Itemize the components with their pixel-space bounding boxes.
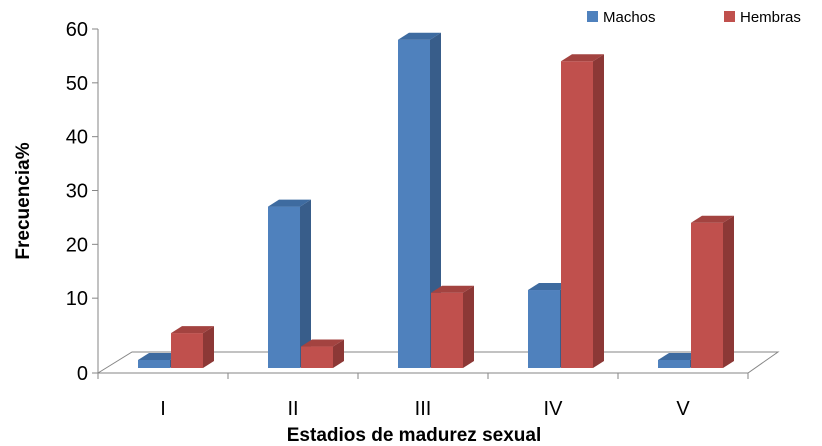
y-tick-label: 20 [66, 234, 88, 256]
bar-side [593, 54, 604, 368]
bar [398, 32, 441, 369]
bar-front [268, 206, 300, 368]
y-axis-title: Frecuencia% [13, 142, 34, 259]
bar-top [431, 285, 474, 293]
bar-side [333, 339, 344, 368]
legend-label: Hembras [740, 9, 801, 26]
bar-top [658, 353, 701, 360]
y-tick-label: 0 [77, 363, 88, 385]
chart-bars [138, 32, 734, 369]
bar-top [398, 32, 441, 40]
bar-top [528, 283, 571, 291]
bar-side [203, 326, 214, 368]
x-tick-label: II [287, 398, 298, 420]
bar-front [691, 222, 723, 368]
chart-axes [92, 28, 749, 379]
bar-side [723, 215, 734, 368]
bar [561, 54, 604, 368]
y-tick-label: 10 [66, 288, 88, 310]
bar-front [658, 360, 690, 368]
y-tick-label: 60 [66, 19, 88, 41]
legend-item: Machos [587, 9, 656, 26]
bar-top [138, 353, 181, 360]
legend-label: Machos [603, 9, 656, 26]
bar-top [691, 215, 734, 223]
legend-swatch [587, 11, 598, 22]
bar-front [171, 333, 203, 368]
bar-front [138, 360, 170, 368]
bar [171, 326, 214, 368]
x-tick-label: IV [544, 398, 564, 420]
bar [691, 215, 734, 368]
y-tick-label: 40 [66, 127, 88, 149]
bar-top [268, 199, 311, 207]
bar-top [301, 339, 344, 347]
bar-front [398, 39, 430, 369]
bar [301, 339, 344, 368]
bar [431, 285, 474, 368]
y-tick-label: 30 [66, 181, 88, 203]
legend-swatch [724, 11, 735, 22]
x-tick-label: V [676, 398, 690, 420]
bar-front [561, 61, 593, 368]
x-axis-title: Estadios de madurez sexual [287, 425, 542, 446]
legend-item: Hembras [724, 9, 801, 26]
y-tick-label: 50 [66, 73, 88, 95]
bar-front [301, 346, 333, 368]
bar-side [463, 285, 474, 368]
bar-top [171, 326, 214, 334]
bar-side [430, 32, 441, 369]
x-tick-label: I [160, 398, 166, 420]
bar [268, 199, 311, 368]
x-tick-label: III [415, 398, 432, 420]
bar-side [300, 199, 311, 368]
bar-front [431, 292, 463, 368]
bar-front [528, 290, 560, 368]
bar-top [561, 54, 604, 62]
chart-legend: Machos Hembras [587, 9, 801, 26]
